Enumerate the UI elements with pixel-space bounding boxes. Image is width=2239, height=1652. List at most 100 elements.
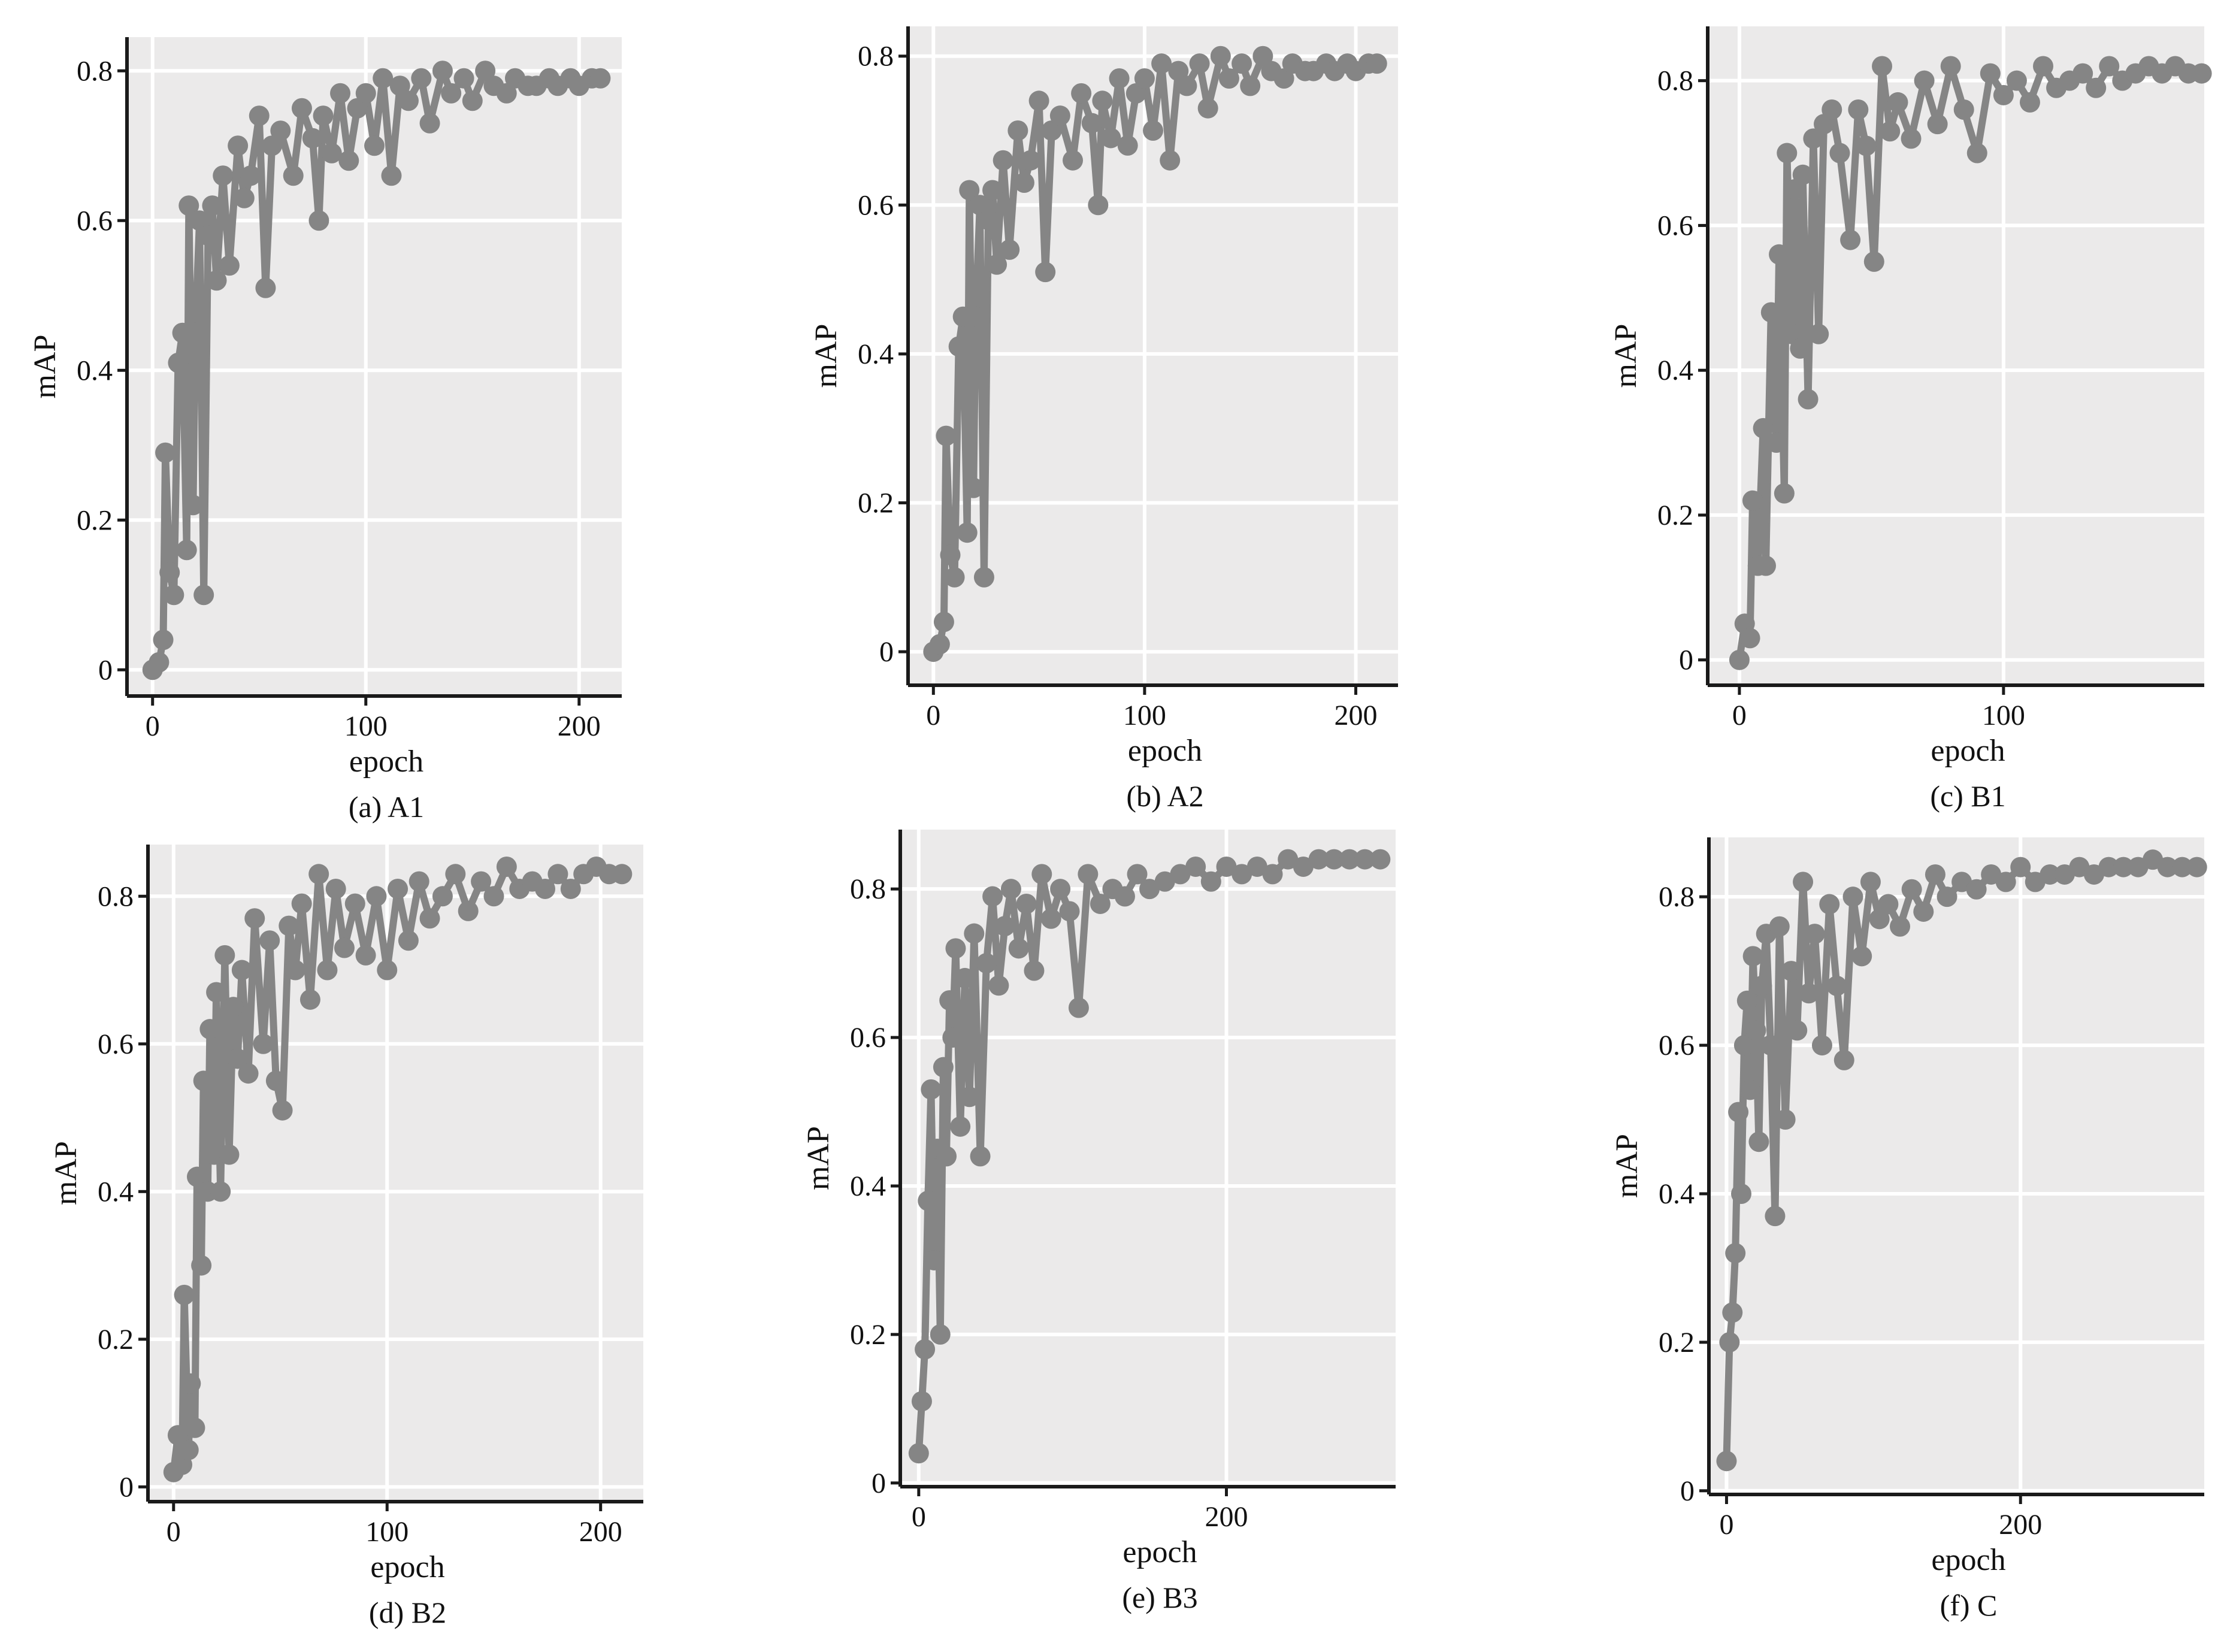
y-tick-label: 0.6 — [98, 1028, 134, 1060]
data-point — [1925, 864, 1945, 885]
data-point — [1856, 135, 1877, 156]
data-point — [210, 1181, 231, 1202]
data-point — [1742, 946, 1763, 967]
data-point — [915, 1339, 936, 1360]
data-point — [1901, 879, 1922, 900]
data-point — [1117, 135, 1138, 156]
data-point — [1339, 849, 1360, 870]
data-point — [184, 322, 205, 343]
y-tick-label: 0.6 — [1657, 210, 1693, 241]
data-point — [1719, 1332, 1740, 1353]
data-point — [1071, 83, 1092, 104]
panel-caption: (e) B3 — [1122, 1581, 1197, 1614]
data-point — [1016, 893, 1037, 914]
data-point — [388, 878, 409, 899]
data-point — [1308, 849, 1329, 870]
y-tick-label: 0.4 — [77, 355, 113, 386]
data-point — [496, 856, 517, 877]
data-point — [2010, 857, 2031, 878]
y-tick-label: 0.8 — [98, 881, 134, 912]
data-point — [2098, 857, 2119, 878]
data-point — [1127, 864, 1148, 885]
data-point — [1246, 856, 1267, 877]
x-tick-label: 0 — [146, 710, 160, 742]
data-point — [1007, 120, 1028, 141]
data-point — [214, 945, 235, 966]
data-point — [1716, 1451, 1737, 1472]
data-point — [936, 1146, 957, 1167]
data-point — [338, 150, 359, 171]
y-tick-label: 0 — [872, 1468, 886, 1499]
x-axis-label: epoch — [370, 1550, 444, 1584]
data-point — [355, 83, 376, 104]
data-point — [228, 135, 249, 156]
data-point — [999, 239, 1020, 260]
data-point — [1739, 1079, 1760, 1100]
y-tick-label: 0.8 — [858, 41, 894, 72]
data-point — [1020, 150, 1041, 171]
data-point — [987, 254, 1007, 275]
data-point — [1753, 417, 1774, 438]
data-point — [1811, 1035, 1832, 1056]
data-point — [202, 195, 223, 216]
data-point — [978, 210, 999, 231]
data-point — [924, 1249, 945, 1270]
data-point — [2191, 63, 2212, 84]
data-point — [612, 864, 633, 885]
data-point — [1993, 84, 2014, 105]
y-tick-label: 0.4 — [1657, 355, 1693, 386]
data-point — [1890, 916, 1911, 937]
data-point — [249, 105, 270, 126]
data-point — [285, 960, 305, 981]
data-point — [959, 1087, 980, 1108]
data-point — [535, 878, 556, 899]
data-point — [1176, 75, 1197, 96]
data-point — [299, 989, 320, 1010]
data-point — [432, 60, 453, 81]
data-point — [366, 886, 387, 907]
panel-caption: (c) B1 — [1930, 779, 2005, 813]
data-point — [398, 930, 419, 951]
data-point — [270, 120, 291, 141]
data-point — [1252, 46, 1273, 66]
panel-caption: (b) A2 — [1126, 779, 1203, 813]
data-point — [174, 1284, 195, 1305]
data-point — [1787, 1020, 1808, 1041]
data-point — [1197, 98, 1218, 119]
data-point — [1790, 338, 1811, 359]
data-point — [272, 1100, 293, 1121]
data-point — [2086, 77, 2107, 98]
data-point — [973, 567, 994, 588]
plot-background — [1709, 837, 2204, 1494]
data-point — [1953, 99, 1974, 120]
data-point — [939, 990, 960, 1011]
data-point — [1803, 128, 1824, 149]
data-point — [191, 1255, 212, 1276]
data-point — [308, 210, 329, 231]
data-point — [590, 68, 611, 89]
data-point — [1880, 121, 1901, 142]
data-point — [240, 165, 261, 186]
data-point — [1980, 63, 2001, 84]
data-point — [253, 1033, 274, 1054]
data-point — [1872, 56, 1893, 77]
data-point — [1760, 302, 1781, 323]
x-axis-label: epoch — [349, 745, 423, 779]
data-point — [458, 900, 479, 921]
x-tick-label: 100 — [1982, 700, 2025, 731]
data-point — [317, 960, 338, 981]
data-point — [213, 165, 234, 186]
data-point — [1170, 864, 1191, 885]
x-axis-label: epoch — [1931, 734, 2005, 768]
data-point — [1168, 60, 1189, 81]
y-tick-label: 0.2 — [1657, 500, 1693, 531]
data-point — [1151, 53, 1172, 74]
data-point — [1050, 879, 1071, 900]
y-tick-label: 0.8 — [77, 55, 113, 87]
data-point — [227, 1048, 248, 1069]
data-point — [982, 886, 1003, 907]
data-point — [419, 908, 440, 929]
